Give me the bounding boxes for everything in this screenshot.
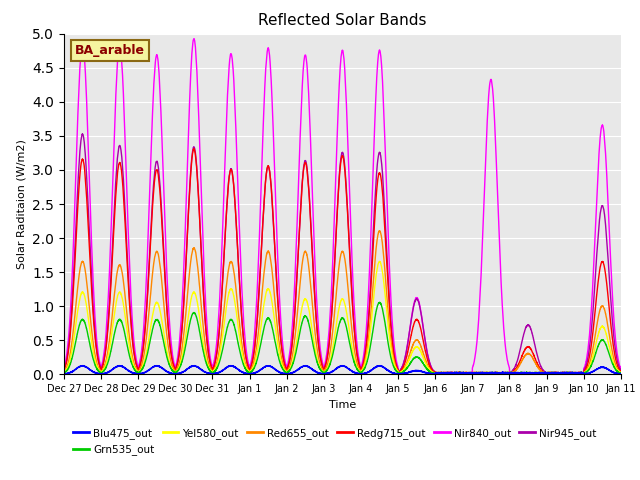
Yel580_out — [127, 350, 134, 356]
Red655_out — [588, 353, 595, 359]
Yel580_out — [528, 371, 536, 377]
Yel580_out — [617, 370, 625, 376]
Nir840_out — [566, 370, 573, 376]
Yel580_out — [566, 371, 573, 376]
Line: Nir840_out: Nir840_out — [64, 39, 621, 374]
Blu475_out — [409, 369, 417, 374]
Nir840_out — [190, 36, 198, 42]
Yel580_out — [588, 358, 595, 364]
Red655_out — [409, 343, 417, 349]
Blu475_out — [617, 371, 625, 377]
Y-axis label: Solar Raditaion (W/m2): Solar Raditaion (W/m2) — [17, 139, 27, 269]
Line: Redg715_out: Redg715_out — [64, 149, 621, 374]
Grn535_out — [617, 370, 625, 376]
Nir840_out — [588, 305, 595, 311]
Line: Grn535_out: Grn535_out — [64, 302, 621, 374]
Grn535_out — [409, 357, 417, 363]
Line: Blu475_out: Blu475_out — [64, 366, 621, 374]
Blu475_out — [60, 371, 68, 377]
Yel580_out — [563, 370, 571, 376]
Red655_out — [127, 343, 134, 349]
Red655_out — [273, 323, 281, 329]
Grn535_out — [127, 357, 134, 363]
Grn535_out — [563, 371, 571, 376]
Nir840_out — [60, 364, 68, 370]
Red655_out — [617, 370, 625, 376]
Line: Yel580_out: Yel580_out — [64, 261, 621, 374]
Nir945_out — [409, 310, 417, 315]
Redg715_out — [60, 366, 68, 372]
Line: Nir945_out: Nir945_out — [64, 134, 621, 374]
Blu475_out — [227, 363, 235, 369]
Nir945_out — [79, 131, 86, 137]
Redg715_out — [273, 291, 281, 297]
Grn535_out — [588, 362, 595, 368]
Blu475_out — [395, 372, 403, 377]
Grn535_out — [566, 370, 573, 376]
Grn535_out — [554, 371, 561, 377]
Yel580_out — [273, 338, 281, 344]
Red655_out — [60, 369, 68, 374]
Grn535_out — [376, 300, 383, 305]
Blu475_out — [127, 369, 134, 375]
Nir945_out — [127, 314, 134, 320]
Red655_out — [551, 371, 559, 377]
X-axis label: Time: Time — [329, 400, 356, 409]
Nir840_out — [127, 286, 134, 292]
Redg715_out — [409, 326, 417, 332]
Redg715_out — [617, 369, 625, 374]
Title: Reflected Solar Bands: Reflected Solar Bands — [258, 13, 427, 28]
Nir945_out — [273, 291, 281, 297]
Nir840_out — [579, 371, 586, 377]
Grn535_out — [60, 370, 68, 376]
Text: BA_arable: BA_arable — [75, 44, 145, 57]
Nir945_out — [484, 371, 492, 377]
Line: Red655_out: Red655_out — [64, 231, 621, 374]
Redg715_out — [489, 371, 497, 377]
Yel580_out — [60, 369, 68, 375]
Nir945_out — [566, 370, 573, 375]
Redg715_out — [566, 371, 573, 376]
Nir945_out — [563, 370, 571, 375]
Grn535_out — [273, 349, 281, 355]
Yel580_out — [376, 258, 383, 264]
Blu475_out — [588, 369, 595, 375]
Blu475_out — [563, 371, 571, 376]
Yel580_out — [409, 348, 417, 354]
Redg715_out — [127, 317, 134, 323]
Nir945_out — [617, 368, 625, 373]
Redg715_out — [588, 341, 595, 347]
Nir945_out — [588, 326, 595, 332]
Redg715_out — [190, 146, 198, 152]
Legend: Blu475_out, Grn535_out, Yel580_out, Red655_out, Redg715_out, Nir840_out, Nir945_: Blu475_out, Grn535_out, Yel580_out, Red6… — [69, 424, 600, 459]
Redg715_out — [563, 371, 571, 376]
Blu475_out — [273, 368, 281, 373]
Nir840_out — [617, 366, 625, 372]
Nir840_out — [409, 308, 417, 314]
Nir945_out — [60, 366, 68, 372]
Red655_out — [563, 370, 571, 376]
Red655_out — [376, 228, 383, 234]
Red655_out — [566, 371, 573, 376]
Nir840_out — [563, 371, 571, 376]
Nir840_out — [273, 246, 281, 252]
Blu475_out — [566, 370, 573, 376]
